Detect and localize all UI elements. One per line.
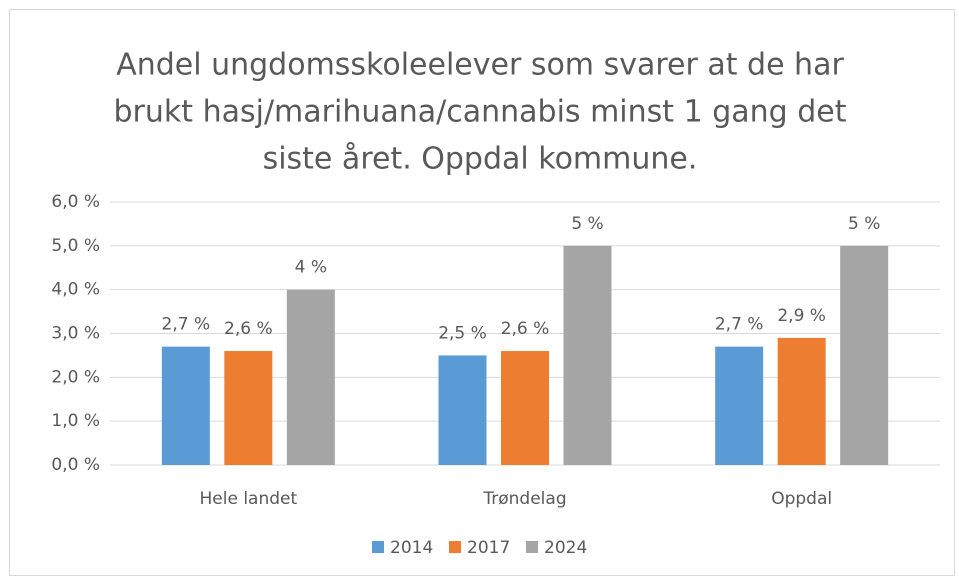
legend-swatch [449,541,461,553]
bar [501,351,549,465]
x-tick-label: Oppdal [771,489,832,509]
legend-label: 2017 [467,538,510,558]
y-tick-label: 4,0 % [51,280,100,300]
y-tick-label: 1,0 % [51,411,100,431]
legend-label: 2024 [544,538,587,558]
value-label: 2,6 % [501,319,550,339]
y-tick-label: 6,0 % [51,192,100,212]
bar [777,337,826,465]
value-label: 2,6 % [224,319,273,339]
value-label: 5 % [848,214,880,234]
y-tick-label: 5,0 % [51,236,100,256]
value-label: 5 % [571,214,603,234]
legend-swatch [372,541,384,553]
chart-title: brukt hasj/marihuana/cannabis minst 1 ga… [114,95,847,130]
bar [438,355,487,465]
bar [161,346,210,465]
value-label: 2,9 % [777,306,826,326]
value-label: 2,5 % [438,323,487,343]
bar [224,351,273,465]
chart-title: siste året. Oppdal kommune. [263,142,698,177]
y-tick-label: 2,0 % [51,367,100,387]
y-tick-label: 0,0 % [51,455,100,475]
value-label: 2,7 % [162,315,211,335]
value-label: 2,7 % [715,315,764,335]
x-tick-label: Trøndelag [482,489,566,509]
legend-swatch [526,541,538,553]
value-label: 4 % [295,258,327,278]
chart-title: Andel ungdomsskoleelever som svarer at d… [116,48,844,83]
bar [840,245,889,465]
bar [286,289,335,465]
chart-border [9,9,955,576]
bar [563,245,612,465]
y-tick-label: 3,0 % [51,324,100,344]
bar [715,346,764,465]
legend-label: 2014 [390,538,433,558]
x-tick-label: Hele landet [199,489,297,509]
